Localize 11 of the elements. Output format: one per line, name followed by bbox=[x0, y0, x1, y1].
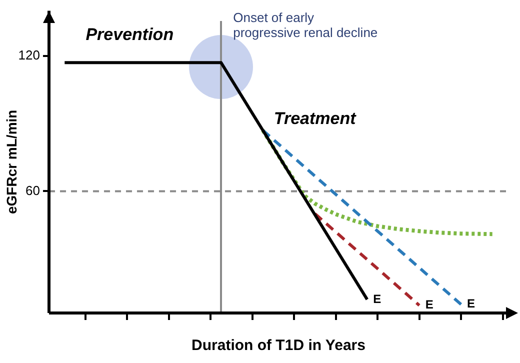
data-label: E bbox=[467, 296, 476, 311]
annotation: Onset of early progressive renal decline bbox=[233, 10, 378, 40]
y-tick-label: 120 bbox=[18, 47, 40, 62]
data-label: E bbox=[425, 298, 434, 312]
x-axis-title: Duration of T1D in Years bbox=[192, 337, 366, 354]
y-tick-label: 60 bbox=[26, 182, 40, 198]
data-label: E bbox=[373, 292, 382, 306]
annotation: Treatment bbox=[274, 108, 358, 128]
y-axis-title: eGFRcr mL/min bbox=[3, 110, 20, 214]
annotation: Prevention bbox=[86, 24, 174, 44]
line-series bbox=[260, 128, 494, 236]
